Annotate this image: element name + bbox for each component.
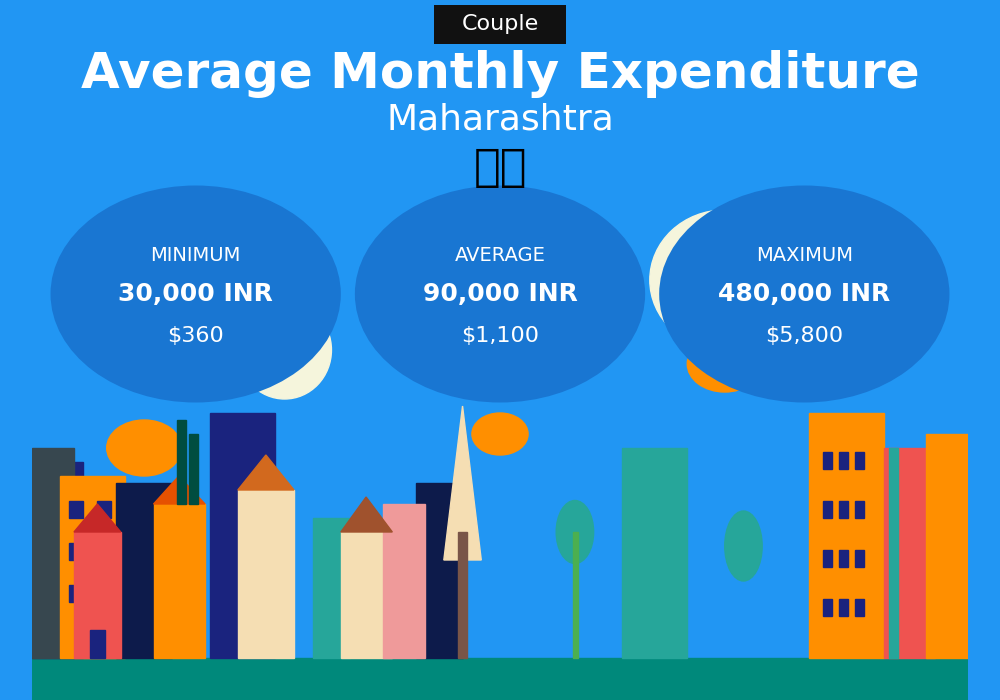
Text: Maharashtra: Maharashtra bbox=[386, 102, 614, 136]
Bar bbox=[823, 500, 832, 518]
Bar bbox=[90, 630, 105, 658]
Circle shape bbox=[687, 336, 762, 392]
Ellipse shape bbox=[238, 301, 331, 399]
Bar bbox=[839, 550, 848, 567]
Bar bbox=[855, 550, 864, 567]
Bar bbox=[622, 448, 687, 658]
Bar bbox=[97, 584, 111, 602]
Bar bbox=[839, 598, 848, 616]
Polygon shape bbox=[74, 504, 121, 532]
Text: 480,000 INR: 480,000 INR bbox=[718, 282, 890, 306]
Bar bbox=[154, 504, 205, 658]
Bar bbox=[884, 448, 935, 658]
Bar bbox=[32, 448, 74, 658]
Bar bbox=[341, 532, 392, 658]
Text: 30,000 INR: 30,000 INR bbox=[118, 282, 273, 306]
Bar bbox=[416, 483, 463, 658]
FancyBboxPatch shape bbox=[434, 5, 566, 43]
Bar bbox=[383, 504, 425, 658]
Bar bbox=[69, 500, 83, 518]
Polygon shape bbox=[154, 476, 205, 504]
Text: $5,800: $5,800 bbox=[765, 326, 843, 346]
Bar bbox=[32, 462, 83, 658]
Bar bbox=[69, 584, 83, 602]
Ellipse shape bbox=[650, 210, 800, 350]
Bar bbox=[60, 476, 125, 658]
Bar bbox=[97, 500, 111, 518]
Circle shape bbox=[355, 186, 645, 402]
Bar bbox=[177, 420, 186, 504]
Text: 90,000 INR: 90,000 INR bbox=[423, 282, 577, 306]
Bar bbox=[458, 532, 467, 658]
Bar bbox=[32, 658, 968, 700]
Bar bbox=[809, 413, 884, 658]
Ellipse shape bbox=[191, 252, 322, 378]
Text: Couple: Couple bbox=[461, 15, 539, 34]
Bar bbox=[823, 452, 832, 469]
Bar bbox=[889, 448, 898, 658]
Text: MINIMUM: MINIMUM bbox=[150, 246, 241, 265]
Bar bbox=[313, 518, 350, 658]
Circle shape bbox=[659, 186, 949, 402]
Circle shape bbox=[107, 420, 182, 476]
Circle shape bbox=[51, 186, 341, 402]
Ellipse shape bbox=[725, 511, 762, 581]
Bar bbox=[839, 500, 848, 518]
Bar bbox=[855, 500, 864, 518]
Bar bbox=[855, 598, 864, 616]
Polygon shape bbox=[238, 455, 294, 490]
Bar bbox=[116, 483, 172, 658]
Bar bbox=[855, 452, 864, 469]
Bar bbox=[823, 598, 832, 616]
Bar bbox=[210, 413, 275, 658]
Ellipse shape bbox=[556, 500, 594, 564]
Text: AVERAGE: AVERAGE bbox=[455, 246, 545, 265]
Text: $360: $360 bbox=[167, 326, 224, 346]
Bar bbox=[74, 532, 121, 658]
Text: Average Monthly Expenditure: Average Monthly Expenditure bbox=[81, 50, 919, 97]
Text: 🇮🇳: 🇮🇳 bbox=[473, 146, 527, 190]
Ellipse shape bbox=[706, 262, 818, 368]
Bar bbox=[69, 542, 83, 560]
Polygon shape bbox=[341, 497, 392, 532]
Bar bbox=[573, 532, 578, 658]
Bar bbox=[97, 542, 111, 560]
Bar bbox=[189, 434, 198, 504]
Bar bbox=[839, 452, 848, 469]
Polygon shape bbox=[444, 406, 481, 560]
Bar bbox=[926, 434, 968, 658]
Text: $1,100: $1,100 bbox=[461, 326, 539, 346]
Circle shape bbox=[472, 413, 528, 455]
Bar bbox=[238, 490, 294, 658]
Text: MAXIMUM: MAXIMUM bbox=[756, 246, 853, 265]
Bar bbox=[823, 550, 832, 567]
